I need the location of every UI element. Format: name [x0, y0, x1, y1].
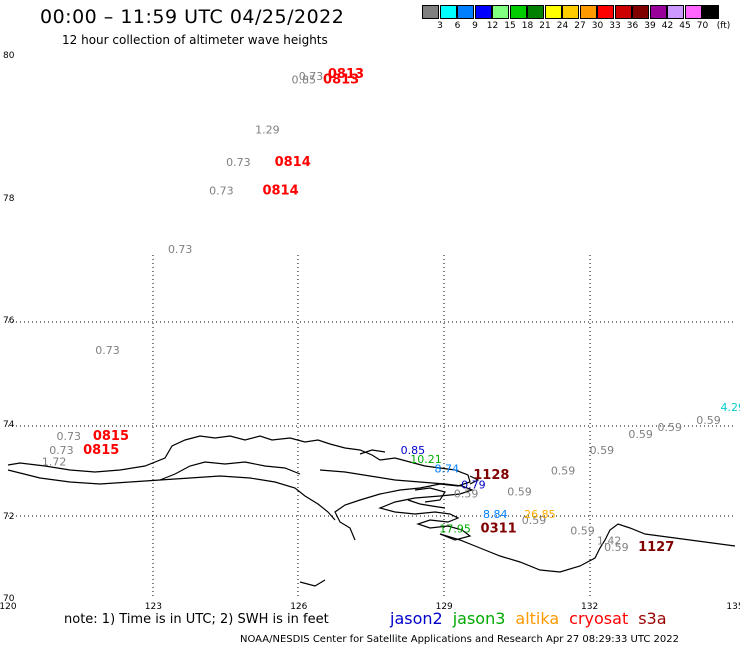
legend-swatch [562, 5, 579, 19]
map-title: 00:00 – 11:59 UTC 04/25/2022 [40, 6, 345, 28]
legend-swatch [492, 5, 509, 19]
legend-label: 45 [679, 21, 691, 31]
wave-height-value: 8.84 [483, 508, 508, 521]
wave-height-value: 1.29 [255, 124, 280, 137]
satellite-name: jason2 [390, 609, 443, 628]
legend-swatch [649, 5, 667, 19]
track-time-label: 0813 [328, 67, 364, 82]
legend-label: 3 [437, 21, 443, 31]
wave-height-value: 17.95 [439, 522, 471, 535]
wave-height-value: 0.73 [56, 430, 81, 443]
legend-label: 39 [644, 21, 656, 31]
legend-swatch [632, 5, 649, 19]
track-time-label: 0814 [262, 183, 298, 198]
latitude-tick: 72 [3, 512, 14, 522]
latitude-tick: 74 [3, 420, 15, 430]
wave-height-value: 0.73 [49, 444, 74, 457]
wave-height-value: 0.85 [401, 444, 426, 457]
wave-height-value: 0.59 [454, 488, 479, 501]
wave-height-value: 0.79 [461, 478, 486, 491]
legend-label: 6 [454, 21, 461, 31]
wave-height-value: 0.59 [522, 514, 547, 527]
track-time-label: 0814 [275, 155, 311, 170]
legend-label: 70 [696, 21, 709, 31]
longitude-tick: 135 [726, 602, 740, 612]
track-time-label: 0815 [83, 443, 119, 458]
track-time-label: 0813 [323, 73, 359, 88]
longitude-tick-labels: 120 123 126 129 132 135 [0, 602, 740, 612]
wave-height-value: 0.73 [209, 184, 234, 197]
track-time-label: 0311 [481, 521, 517, 536]
satellite-name: s3a [638, 609, 667, 628]
wave-height-value: 10.21 [410, 453, 442, 466]
latitude-tick: 76 [3, 316, 15, 326]
credit-line: NOAA/NESDIS Center for Satellite Applica… [240, 634, 679, 645]
longitude-tick: 132 [581, 602, 598, 612]
wave-height-value: 0.73 [299, 70, 324, 83]
wave-height-value: 0.85 [292, 74, 317, 87]
legend-swatch [422, 5, 439, 19]
wave-height-value: 0.59 [507, 485, 532, 498]
legend-swatch [579, 5, 597, 19]
wave-height-value: 0.73 [226, 156, 251, 169]
legend-label: 24 [556, 21, 569, 31]
longitude-tick: 129 [436, 602, 453, 612]
latitude-tick: 80 [3, 51, 15, 61]
legend-swatch [544, 5, 562, 19]
legend-swatch [509, 5, 527, 19]
legend-label: 36 [626, 21, 639, 31]
wave-height-value: 0.59 [628, 428, 653, 441]
legend-label: 30 [591, 21, 604, 31]
wave-height-value: 0.59 [551, 465, 576, 478]
satellite-name: altika [515, 609, 560, 628]
legend-label: 33 [609, 21, 621, 31]
legend-swatch [527, 5, 544, 19]
wave-height-value: 4.29 [720, 401, 740, 414]
legend-label: 9 [472, 21, 478, 31]
legend-swatch [597, 5, 614, 19]
wave-height-value: 1.42 [597, 535, 622, 548]
legend-label: 27 [574, 21, 586, 31]
longitude-tick: 126 [290, 602, 307, 612]
wave-height-value: 0.59 [657, 421, 682, 434]
wave-height-value: 0.73 [95, 344, 120, 357]
track-time-label: 1127 [638, 540, 674, 555]
legend-swatch [667, 5, 684, 19]
legend-swatch [614, 5, 632, 19]
legend-label: 18 [521, 21, 534, 31]
track-time-label: 0815 [93, 429, 129, 444]
wave-height-value: 0.59 [570, 524, 595, 537]
wave-height-value: 1.72 [42, 455, 67, 468]
wave-height-value: 8.74 [435, 462, 460, 475]
latitude-tick: 78 [3, 194, 15, 204]
latitude-tick-labels: 80 78 76 74 72 70 [3, 51, 15, 604]
longitude-tick: 120 [0, 602, 17, 612]
wave-height-value: 0.73 [168, 243, 193, 256]
longitude-tick: 123 [145, 602, 162, 612]
satellite-name: cryosat [569, 609, 629, 628]
map-subtitle: 12 hour collection of altimeter wave hei… [62, 33, 328, 47]
satellite-legend: jason2 jason3 altika cryosat s3a [390, 609, 677, 628]
legend-label: 21 [539, 21, 551, 31]
wave-height-value: 0.59 [696, 414, 721, 427]
units-note: note: 1) Time is in UTC; 2) SWH is in fe… [64, 612, 329, 627]
coastline [7, 435, 736, 587]
legend-unit: (ft) [716, 21, 731, 31]
legend-label: 42 [661, 21, 674, 31]
latitude-tick: 70 [3, 594, 15, 604]
legend-swatch [684, 5, 702, 19]
legend-swatch [457, 5, 474, 19]
wave-height-value: 0.59 [590, 444, 615, 457]
satellite-name: jason3 [452, 609, 506, 628]
wave-height-value: 0.59 [604, 541, 629, 554]
legend-swatch [702, 5, 719, 19]
legend-swatch [439, 5, 457, 19]
legend-label: 12 [486, 21, 499, 31]
legend-label: 15 [504, 21, 516, 31]
legend-swatch [474, 5, 492, 19]
wave-height-value: 26.85 [524, 508, 556, 521]
track-time-label: 1128 [473, 468, 509, 483]
